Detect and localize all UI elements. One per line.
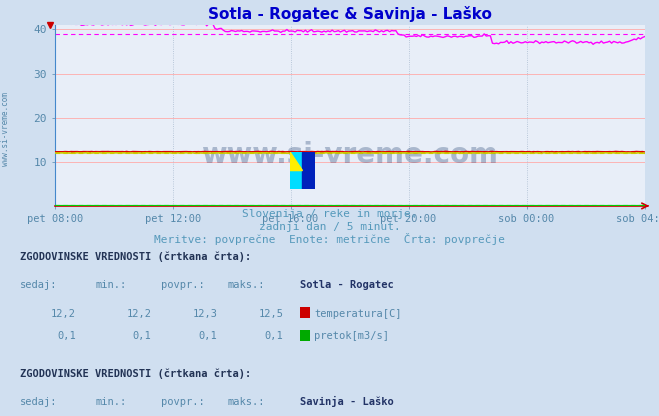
Text: 12,5: 12,5 [258,309,283,319]
Bar [290,152,302,189]
Text: min.:: min.: [96,280,127,290]
Text: temperatura[C]: temperatura[C] [314,309,402,319]
Text: Slovenija / reke in morje.: Slovenija / reke in morje. [242,209,417,219]
Text: Meritve: povprečne  Enote: metrične  Črta: povprečje: Meritve: povprečne Enote: metrične Črta:… [154,233,505,245]
Text: min.:: min.: [96,397,127,407]
Text: maks.:: maks.: [227,397,265,407]
Text: 0,1: 0,1 [133,332,152,342]
Text: maks.:: maks.: [227,280,265,290]
Text: zadnji dan / 5 minut.: zadnji dan / 5 minut. [258,222,401,232]
Text: Sotla - Rogatec: Sotla - Rogatec [300,280,393,290]
Bar [302,152,315,189]
Text: povpr.:: povpr.: [161,280,205,290]
Polygon shape [290,152,302,171]
Text: 12,2: 12,2 [127,309,152,319]
Text: povpr.:: povpr.: [161,397,205,407]
Text: www.si-vreme.com: www.si-vreme.com [1,92,10,166]
Polygon shape [302,171,315,189]
Text: 12,2: 12,2 [51,309,76,319]
Text: Savinja - Laško: Savinja - Laško [300,396,393,407]
Text: pretok[m3/s]: pretok[m3/s] [314,332,389,342]
Text: ZGODOVINSKE VREDNOSTI (črtkana črta):: ZGODOVINSKE VREDNOSTI (črtkana črta): [20,369,251,379]
Text: sedaj:: sedaj: [20,280,57,290]
Text: 0,1: 0,1 [199,332,217,342]
Text: 0,1: 0,1 [265,332,283,342]
Text: ZGODOVINSKE VREDNOSTI (črtkana črta):: ZGODOVINSKE VREDNOSTI (črtkana črta): [20,252,251,262]
Text: 12,3: 12,3 [192,309,217,319]
Title: Sotla - Rogatec & Savinja - Laško: Sotla - Rogatec & Savinja - Laško [208,6,492,22]
Text: www.si-vreme.com: www.si-vreme.com [201,141,498,169]
Text: 0,1: 0,1 [57,332,76,342]
Text: sedaj:: sedaj: [20,397,57,407]
